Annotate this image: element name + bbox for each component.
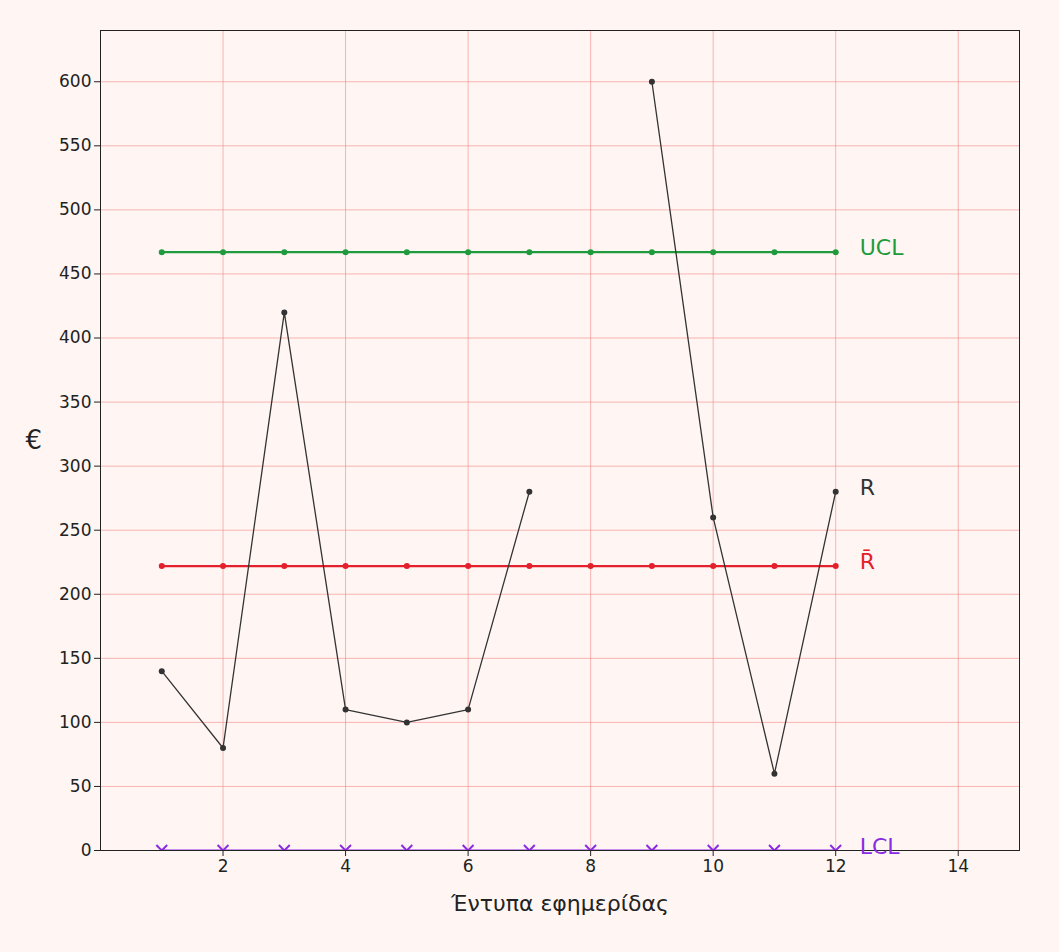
svg-text:450: 450 xyxy=(59,263,91,283)
svg-text:150: 150 xyxy=(59,648,91,668)
svg-text:500: 500 xyxy=(59,199,91,219)
svg-text:LCL: LCL xyxy=(860,834,901,859)
svg-text:250: 250 xyxy=(59,520,91,540)
svg-text:UCL: UCL xyxy=(860,235,904,260)
svg-text:14: 14 xyxy=(947,856,969,876)
svg-text:600: 600 xyxy=(59,71,91,91)
svg-text:300: 300 xyxy=(59,456,91,476)
svg-text:50: 50 xyxy=(70,776,92,796)
svg-text:6: 6 xyxy=(463,856,474,876)
svg-text:350: 350 xyxy=(59,392,91,412)
svg-text:8: 8 xyxy=(585,856,596,876)
svg-text:550: 550 xyxy=(59,135,91,155)
svg-text:R̄: R̄ xyxy=(860,549,875,574)
svg-text:€: € xyxy=(26,425,43,455)
svg-text:Έντυπα εφημερίδας: Έντυπα εφημερίδας xyxy=(450,891,669,916)
svg-text:0: 0 xyxy=(81,840,92,860)
svg-text:100: 100 xyxy=(59,712,91,732)
svg-text:400: 400 xyxy=(59,327,91,347)
svg-text:R: R xyxy=(860,475,875,500)
svg-text:10: 10 xyxy=(702,856,724,876)
svg-text:12: 12 xyxy=(825,856,847,876)
svg-text:4: 4 xyxy=(340,856,351,876)
svg-text:200: 200 xyxy=(59,584,91,604)
svg-text:2: 2 xyxy=(218,856,229,876)
